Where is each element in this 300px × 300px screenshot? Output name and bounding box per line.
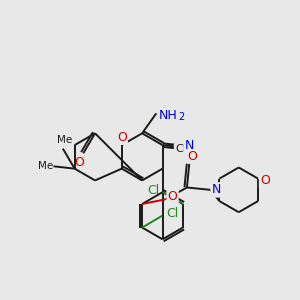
Text: O: O [74,156,84,169]
Text: 2: 2 [179,112,185,122]
Text: O: O [117,131,127,144]
Text: C: C [175,144,183,154]
Text: Me: Me [38,161,53,171]
Text: O: O [168,190,178,203]
Text: O: O [260,174,270,187]
Text: Me: Me [57,135,72,145]
Text: O: O [187,150,197,163]
Text: NH: NH [159,109,177,122]
Text: N: N [212,183,221,196]
Text: N: N [185,139,194,152]
Text: Cl: Cl [166,207,178,220]
Text: Cl: Cl [147,184,159,197]
